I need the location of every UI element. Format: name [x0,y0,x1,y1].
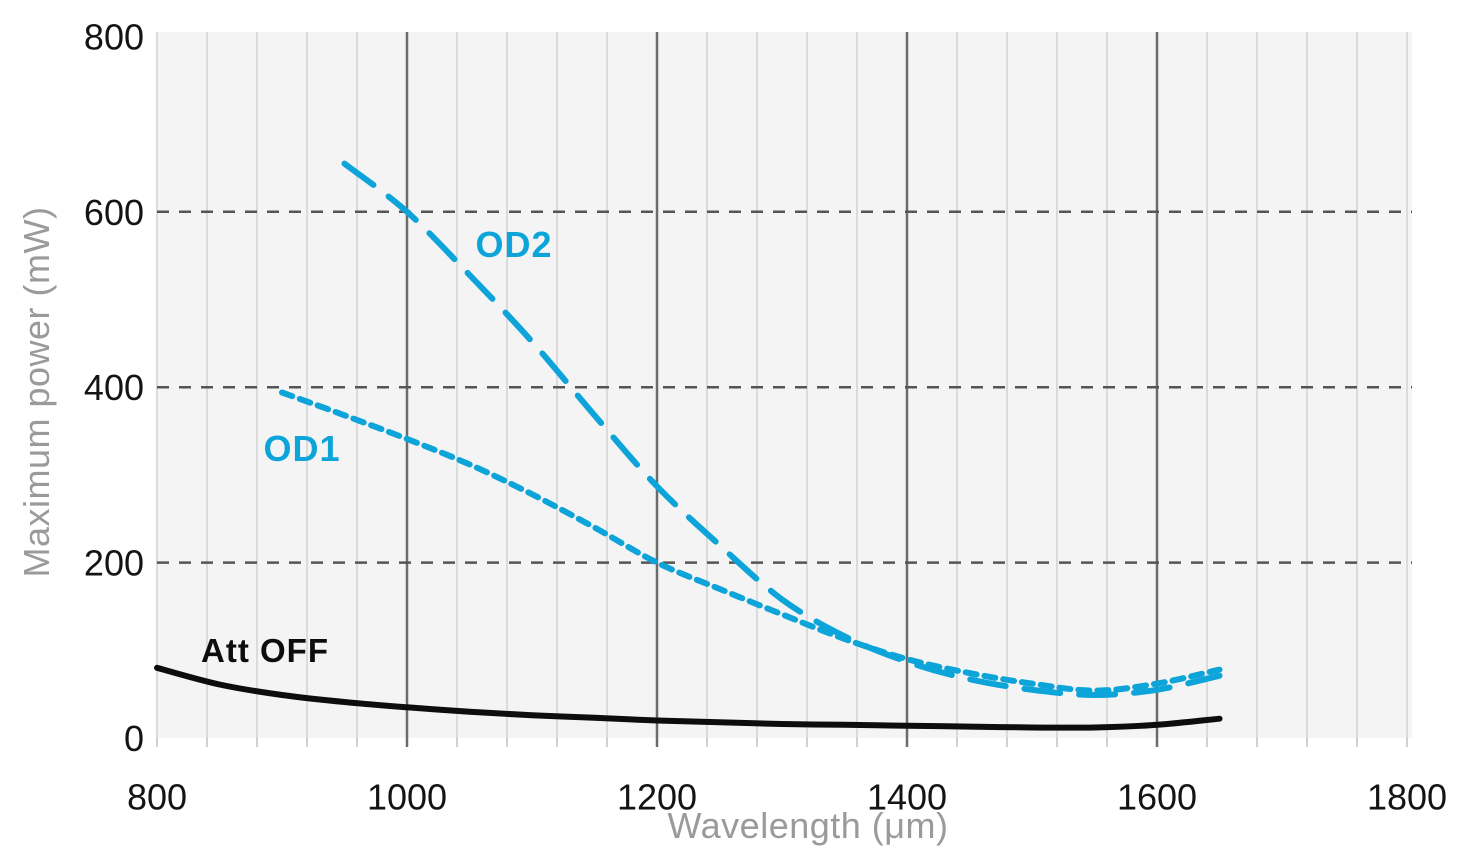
plot-area [157,32,1412,738]
series-line-od2 [341,160,1223,698]
x-tick-label: 1600 [1117,776,1197,817]
x-tick-label: 800 [127,776,187,817]
x-axis-title: Wavelength (μm) [667,805,949,846]
x-tick-label: 1000 [367,776,447,817]
x-tick-label: 1200 [617,776,697,817]
y-axis-title: Maximum power (mW) [16,206,57,578]
x-tick-label: 1800 [1367,776,1447,817]
y-tick-label: 200 [84,543,144,584]
series-label-od2: OD2 [475,224,553,265]
y-tick-label: 0 [124,718,144,759]
series-label-od1: OD1 [263,428,341,469]
y-tick-label: 600 [84,192,144,233]
series-line-od1 [279,389,1223,694]
y-tick-label: 400 [84,367,144,408]
y-tick-label: 800 [84,16,144,57]
series-label-att-off: Att OFF [201,632,329,669]
series-line-att-off [154,664,1223,731]
x-tick-label: 1400 [867,776,947,817]
